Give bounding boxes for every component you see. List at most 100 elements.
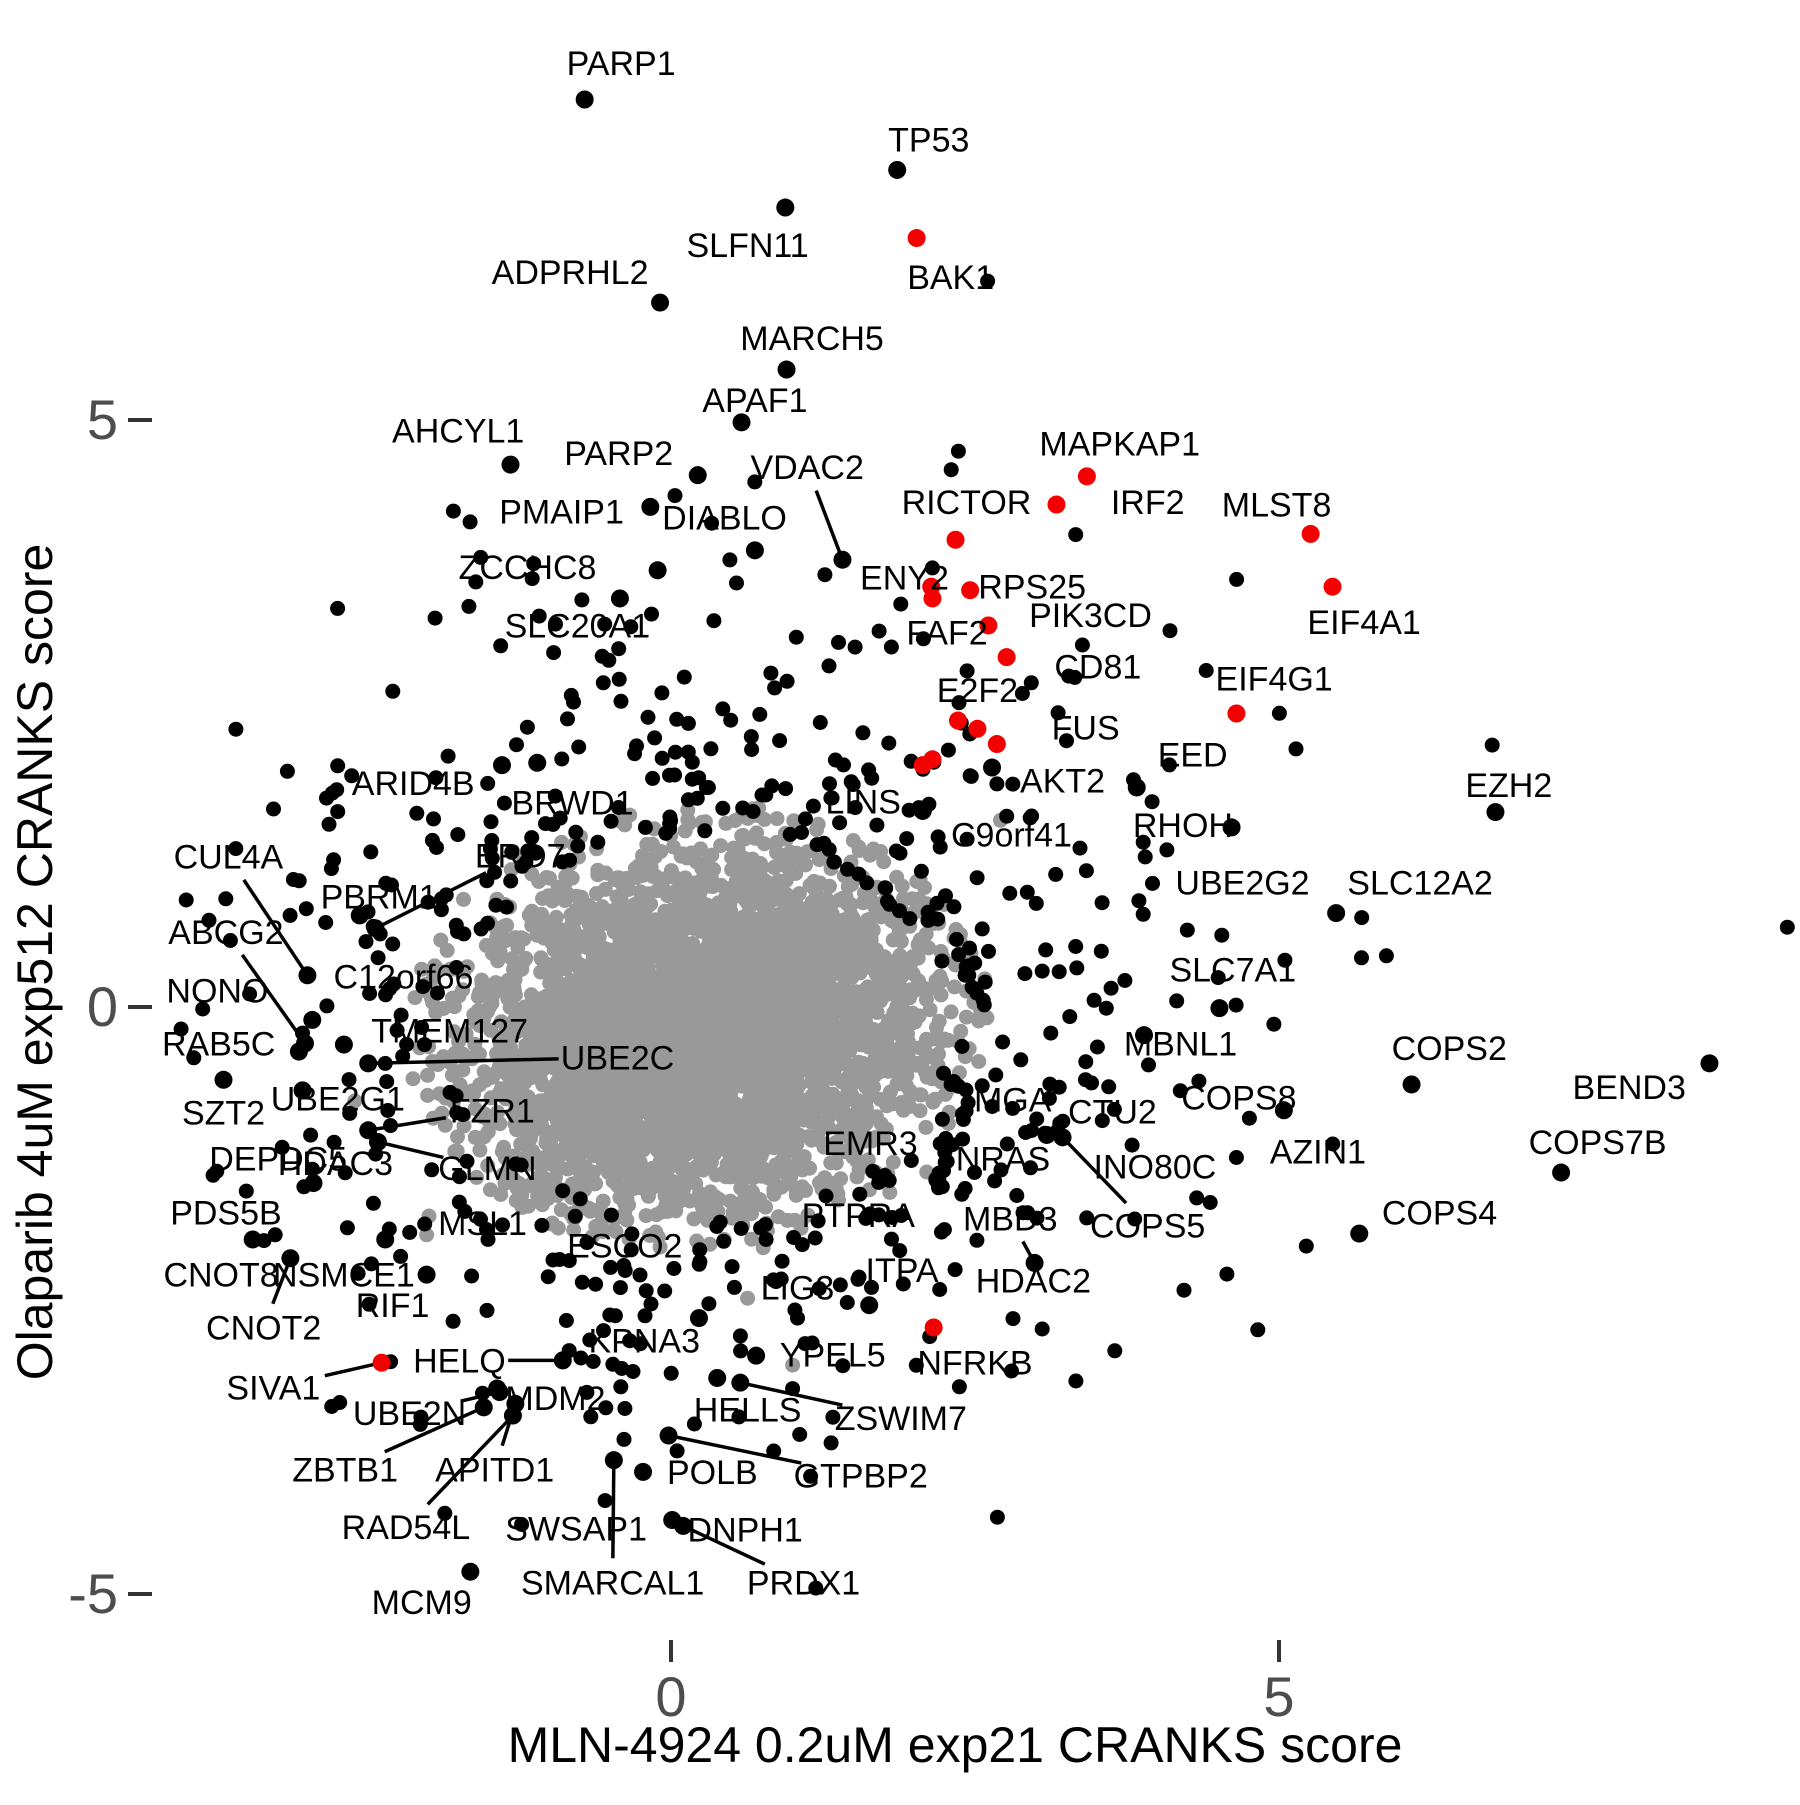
gene-point-nsmce1 [417,1265,436,1284]
gene-point-smarcal1 [604,1451,623,1470]
black-outlier-points [173,273,1795,1596]
leader-line-cul4a [242,878,309,977]
gene-label-cops8: COPS8 [1181,1079,1296,1117]
red-point-cd81 [997,648,1016,667]
gene-label-cnot2: CNOT2 [206,1310,321,1348]
gene-point-kpna3 [689,1309,708,1328]
gene-label-lig3: LIG3 [761,1270,835,1308]
gene-label-mbnl1: MBNL1 [1124,1025,1237,1063]
gene-point-slc12a2 [1327,904,1346,923]
gene-label-mcm9: MCM9 [372,1584,472,1622]
gene-point-polb [634,1462,653,1481]
gene-label-cops7b: COPS7B [1529,1124,1667,1162]
gene-label-c9orf41: C9orf41 [951,816,1072,854]
gene-label-msl1: MSL1 [438,1205,527,1243]
gene-label-parp1: PARP1 [567,45,676,83]
gene-label-c12orf66: C12orf66 [334,958,474,996]
gene-point-mbd3 [1025,1253,1044,1272]
gene-label-arid4b: ARID4B [352,765,475,803]
gene-point-mcm9 [461,1562,480,1581]
gene-label-tmem127: TMEM127 [371,1012,528,1050]
gene-point-rif1 [376,1230,395,1249]
red-point-fus [987,735,1006,754]
gene-point-apaf1 [732,413,751,432]
gene-label-siva1: SIVA1 [226,1369,320,1407]
gene-label-apitd1: APITD1 [435,1452,554,1490]
gene-label-cd81: CD81 [1054,649,1141,687]
gene-label-tp53: TP53 [888,121,969,159]
gene-label-nfrkb: NFRKB [917,1345,1032,1383]
red-point-eif4g1 [1227,704,1246,723]
gene-label-ezh2: EZH2 [1465,767,1552,805]
gene-point-ube2g1 [293,1081,312,1100]
red-point-mapkap1 [1077,467,1096,486]
red-point [968,719,987,738]
gene-point-brd7 [366,919,385,938]
gene-label-nsmce1: NSMCE1 [273,1257,415,1295]
gene-point-diablo [745,541,764,560]
gene-label-bak1: BAK1 [907,259,994,297]
gene-label-slfn11: SLFN11 [686,227,808,265]
gene-label-pbrm1: PBRM1 [321,879,438,917]
gene-label-pik3cd: PIK3CD [1029,597,1152,635]
gray-points-path [347,800,1008,1373]
gene-label-pmaip1: PMAIP1 [499,494,624,532]
gene-label-cnot8: CNOT8 [163,1257,278,1295]
gene-label-eif4g1: EIF4G1 [1216,660,1333,698]
y-axis-ticks: 5 0 -5 [68,388,152,1625]
gene-point-zswim7 [731,1373,750,1392]
gene-label-pds5b: PDS5B [170,1194,282,1232]
gene-point-slfn11 [776,198,795,217]
gene-label-ube2n: UBE2N [353,1395,466,1433]
gene-point-pbrm1 [350,906,369,925]
gene-label-lins: LINS [825,784,901,822]
gene-label-brd7: BRD7 [475,838,566,876]
gene-point-ahcyl1 [501,455,520,474]
leader-line-glmn [377,1140,444,1160]
gene-label-slc12a2: SLC12A2 [1347,865,1493,903]
gene-label-ube2g2: UBE2G2 [1175,865,1309,903]
gene-label-adprhl2: ADPRHL2 [492,254,649,292]
gene-label-emr3: EMR3 [823,1125,917,1163]
x-axis-title: MLN-4924 0.2uM exp21 CRANKS score [508,1717,1403,1773]
gene-label-irf2: IRF2 [1111,484,1185,522]
gene-label-e2f2: E2F2 [937,672,1018,710]
red-point-rictor [1047,495,1066,514]
gene-label-hdac3: HDAC3 [278,1145,393,1183]
gene-label-abcg2: ABCG2 [168,914,283,952]
gene-label-ypel5: YPEL5 [780,1337,886,1375]
gene-point-brwd1 [528,753,547,772]
leader-line-gtpbp2 [668,1433,802,1465]
gene-label-nono: NONO [166,973,268,1011]
gene-point-adprhl2 [651,293,670,312]
gene-point-cops5 [1053,1128,1072,1147]
gene-label-ube2g1: UBE2G1 [271,1081,405,1119]
gene-label-kpna3: KPNA3 [588,1322,700,1360]
gene-label-dnph1: DNPH1 [688,1511,803,1549]
gene-label-parp2: PARP2 [564,435,673,473]
gene-label-mdm2: MDM2 [505,1380,605,1418]
gene-label-itpa: ITPA [866,1252,939,1290]
gene-label-gtpbp2: GTPBP2 [794,1457,928,1495]
gene-point-nras [928,1170,947,1189]
gene-point-mbnl1 [1135,1026,1154,1045]
gene-point-arid4b [492,756,511,775]
gene-point-ube2c [359,1054,378,1073]
gene-label-azin1: AZIN1 [1270,1133,1366,1171]
gene-label-cops5: COPS5 [1090,1207,1205,1245]
y-tick-label: 0 [87,975,118,1038]
labeled-gene-points [214,90,1719,1581]
gene-point-slc7a1 [1210,999,1229,1018]
gene-label-faf2: FAF2 [906,614,987,652]
gene-label-ahcyl1: AHCYL1 [392,413,524,451]
gene-label-eny2: ENY2 [860,559,949,597]
gene-point-hdac3 [304,1174,323,1193]
red-point-mlst8 [1301,524,1320,543]
gene-label-bend3: BEND3 [1573,1069,1686,1107]
gene-label-fus: FUS [1052,710,1120,748]
leader-line-brd7 [374,871,487,930]
gene-labels: PARP1 TP53 SLFN11 BAK1 ADPRHL2 MARCH5 APAF1 AHC… [162,45,1686,1622]
gene-label-szt2: SZT2 [182,1095,265,1133]
gene-point-eed [1127,778,1146,797]
